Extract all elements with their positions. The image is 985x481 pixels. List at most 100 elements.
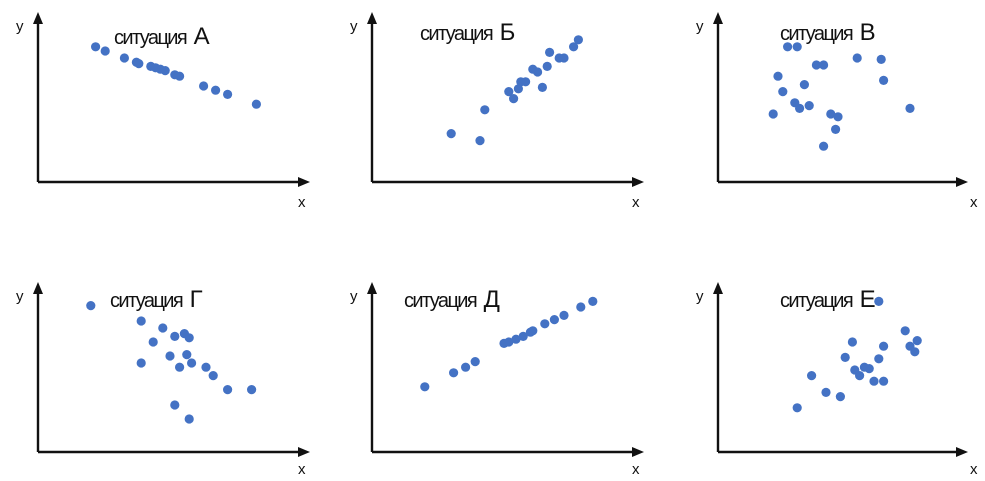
scatter-point <box>184 333 194 343</box>
scatter-point <box>100 46 110 56</box>
scatter-point <box>148 337 158 347</box>
y-axis-arrow-icon <box>33 282 43 294</box>
scatter-point <box>573 35 583 45</box>
scatter-point <box>521 77 531 87</box>
scatter-point <box>559 53 569 63</box>
scatter-point <box>119 53 129 63</box>
x-axis-label: x <box>298 461 306 478</box>
scatter-point <box>545 47 555 58</box>
scatter-point <box>528 326 538 336</box>
panel-title-letter: Б <box>500 19 516 46</box>
panel-title: ситуация Б <box>420 19 515 46</box>
scatter-point <box>201 362 211 372</box>
panel-situation-a: y x ситуация А <box>16 12 310 211</box>
x-axis-label: x <box>632 461 640 478</box>
marks-layer <box>768 42 915 151</box>
scatter-point <box>208 371 218 381</box>
scatter-point <box>879 75 889 85</box>
x-axis-label: x <box>632 194 640 211</box>
scatter-point <box>211 85 221 95</box>
scatter-point <box>449 368 459 378</box>
marks-layer <box>420 296 598 392</box>
scatter-point <box>509 94 519 104</box>
scatter-point <box>792 42 802 52</box>
panel-situation-e: y x ситуация Е <box>696 282 978 478</box>
scatter-point <box>900 326 910 336</box>
scatter-point <box>869 376 879 386</box>
scatter-point <box>175 71 185 81</box>
scatter-point <box>158 323 168 333</box>
x-axis-arrow-icon <box>632 447 644 457</box>
panel-title-word: ситуация <box>780 23 853 45</box>
x-axis-label: x <box>298 194 306 211</box>
scatter-point <box>184 414 194 424</box>
scatter-point <box>86 301 96 311</box>
y-axis-label: y <box>16 288 24 305</box>
scatter-point <box>876 54 886 64</box>
panel-situation-b: y x ситуация Б <box>350 12 644 211</box>
scatter-point <box>874 354 884 364</box>
scatter-point <box>518 331 528 341</box>
scatter-point <box>807 371 817 381</box>
scatter-point <box>247 385 257 395</box>
panel-title-word: ситуация <box>420 23 493 45</box>
scatter-point <box>134 59 144 69</box>
scatter-point <box>819 141 829 151</box>
panel-situation-d: y x ситуация Д <box>350 282 644 478</box>
panel-title-word: ситуация <box>114 27 187 49</box>
scatter-point <box>542 61 552 71</box>
scatter-point <box>537 82 547 92</box>
scatter-point <box>251 99 261 109</box>
scatter-point <box>504 337 514 347</box>
scatter-point <box>223 385 233 395</box>
y-axis-arrow-icon <box>713 282 723 294</box>
scatter-point <box>199 81 209 91</box>
x-axis-arrow-icon <box>956 447 968 457</box>
panel-title-letter: А <box>194 23 210 50</box>
scatter-point <box>175 362 185 372</box>
scatter-point <box>513 84 523 94</box>
scatter-point <box>461 362 471 372</box>
scatter-point <box>795 103 805 113</box>
scatter-point <box>136 316 146 326</box>
scatter-point <box>773 71 783 81</box>
scatter-point <box>160 66 170 76</box>
x-axis-arrow-icon <box>632 177 644 187</box>
marks-layer <box>446 35 583 146</box>
scatter-point <box>864 364 874 374</box>
x-axis-arrow-icon <box>298 447 310 457</box>
panel-title: ситуация Е <box>780 286 876 313</box>
scatter-point <box>136 358 146 368</box>
x-axis-label: x <box>970 461 978 478</box>
scatter-point <box>165 351 175 361</box>
y-axis-label: y <box>350 288 358 305</box>
scatter-point <box>799 80 809 90</box>
scatter-point <box>187 358 197 368</box>
panel-situation-v: y x ситуация В <box>696 12 978 211</box>
scatter-point <box>420 382 430 392</box>
scatter-point <box>768 109 778 119</box>
scatter-point <box>874 296 884 306</box>
scatter-point <box>778 87 788 97</box>
scatter-point <box>847 337 857 347</box>
scatter-point <box>852 53 862 63</box>
scatter-point <box>840 352 850 362</box>
scatter-point <box>855 371 865 381</box>
x-axis-label: x <box>970 194 978 211</box>
panel-title-letter: Д <box>484 286 500 313</box>
scatter-point <box>569 42 579 52</box>
scatter-point <box>170 400 180 410</box>
panel-title: ситуация Г <box>110 286 203 313</box>
scatter-point <box>831 124 841 134</box>
scatter-point <box>533 67 543 77</box>
scatter-point <box>511 334 521 344</box>
scatter-point <box>835 392 845 402</box>
y-axis-label: y <box>696 18 704 35</box>
scatter-point <box>504 87 514 97</box>
scatter-point <box>470 357 480 367</box>
scatter-point <box>905 103 915 113</box>
panel-title-letter: Г <box>190 286 203 313</box>
marks-layer <box>86 301 257 424</box>
panel-title-word: ситуация <box>404 290 477 312</box>
